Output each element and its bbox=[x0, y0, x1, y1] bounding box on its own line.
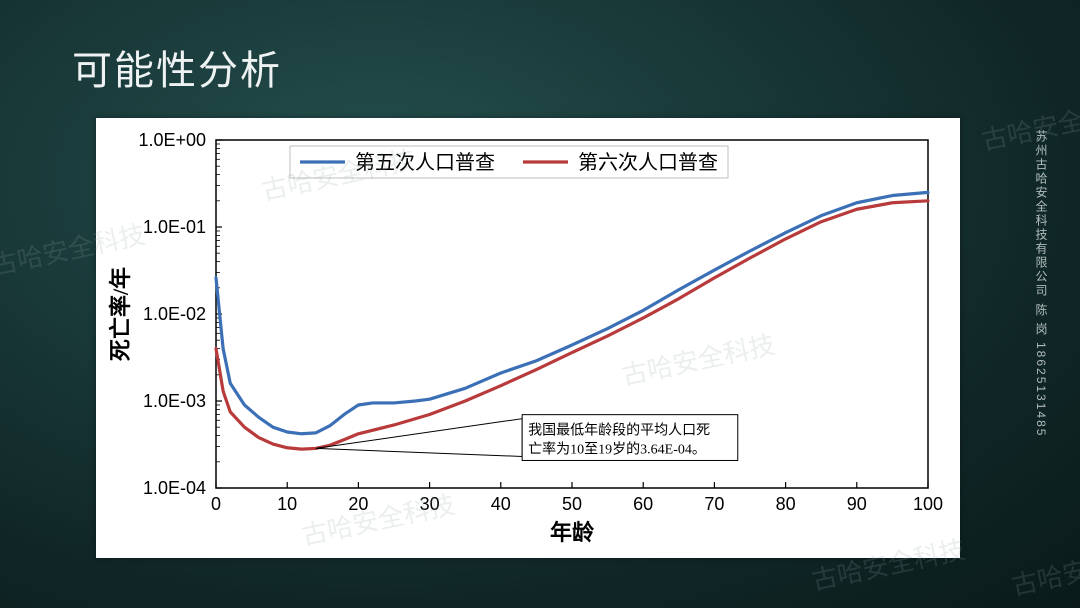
svg-text:50: 50 bbox=[562, 494, 582, 514]
svg-text:1.0E-02: 1.0E-02 bbox=[143, 304, 206, 324]
mortality-chart: 0 10 20 30 40 50 60 70 80 90 100 年龄 1.0E-04 1.0E-03 1.… bbox=[96, 118, 960, 558]
svg-text:90: 90 bbox=[847, 494, 867, 514]
svg-text:80: 80 bbox=[776, 494, 796, 514]
svg-text:0: 0 bbox=[211, 494, 221, 514]
svg-text:60: 60 bbox=[633, 494, 653, 514]
svg-text:1.0E-01: 1.0E-01 bbox=[143, 217, 206, 237]
svg-text:1.0E-03: 1.0E-03 bbox=[143, 391, 206, 411]
page-title: 可能性分析 bbox=[72, 38, 282, 96]
svg-text:30: 30 bbox=[420, 494, 440, 514]
svg-text:40: 40 bbox=[491, 494, 511, 514]
svg-text:1.0E-04: 1.0E-04 bbox=[143, 478, 206, 498]
svg-text:20: 20 bbox=[348, 494, 368, 514]
svg-text:10: 10 bbox=[277, 494, 297, 514]
company-info: 苏州古哈安全科技有限公司 陈 岗 18625131485 bbox=[1031, 130, 1050, 437]
svg-text:第六次人口普查: 第六次人口普查 bbox=[578, 151, 718, 174]
svg-text:亡率为10至19岁的3.64E-04。: 亡率为10至19岁的3.64E-04。 bbox=[528, 441, 706, 458]
svg-text:第五次人口普查: 第五次人口普查 bbox=[355, 151, 495, 174]
svg-text:死亡率/年: 死亡率/年 bbox=[108, 267, 133, 361]
svg-text:年龄: 年龄 bbox=[550, 520, 595, 545]
svg-text:1.0E+00: 1.0E+00 bbox=[138, 130, 206, 150]
svg-text:我国最低年龄段的平均人口死: 我国最低年龄段的平均人口死 bbox=[528, 423, 710, 439]
svg-text:70: 70 bbox=[704, 494, 724, 514]
svg-text:100: 100 bbox=[913, 494, 943, 514]
